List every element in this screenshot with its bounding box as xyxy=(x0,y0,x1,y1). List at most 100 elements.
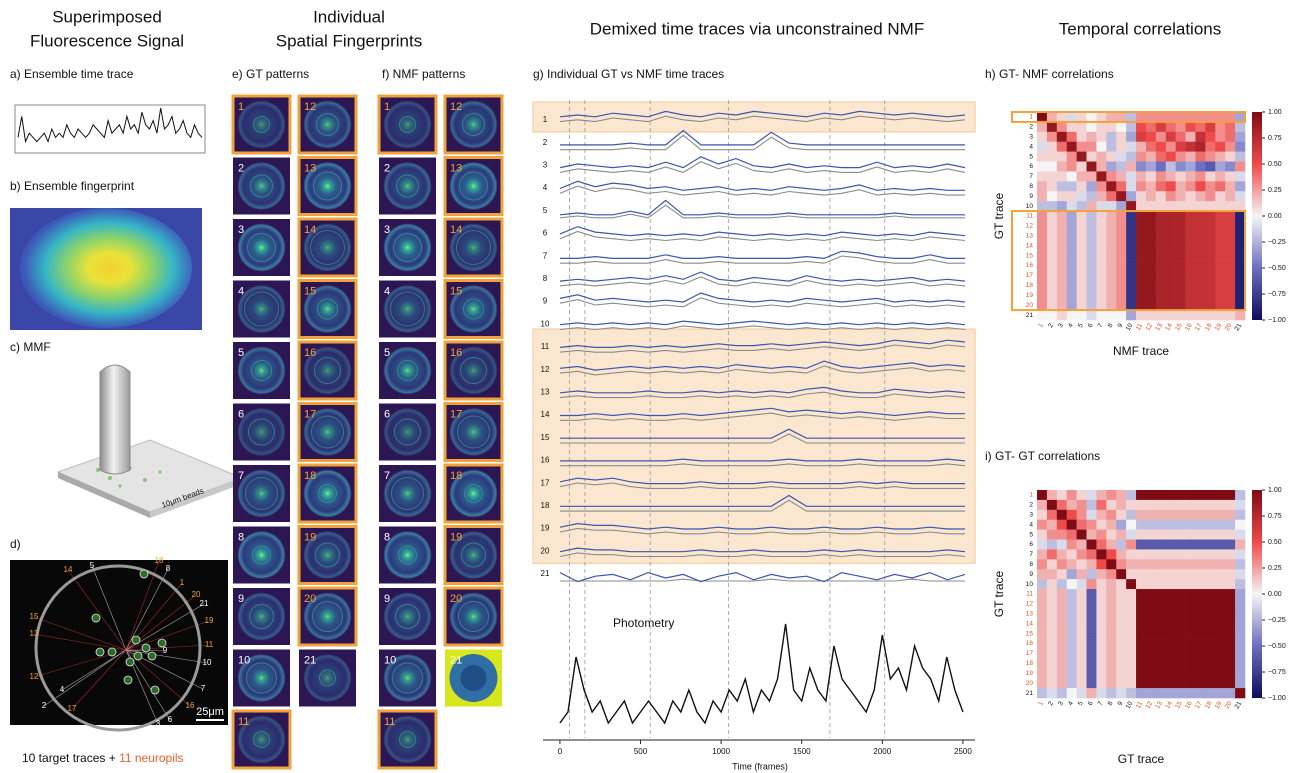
heatmap-cell xyxy=(1225,658,1236,669)
heatmap-cell xyxy=(1046,509,1058,521)
pattern-disc xyxy=(303,469,352,518)
heatmap-cell xyxy=(1116,230,1127,242)
heatmap-cell xyxy=(1185,579,1196,590)
heatmap-cell xyxy=(1096,499,1107,511)
heatmap-cell xyxy=(1096,579,1107,590)
heatmap-cell xyxy=(1046,161,1058,172)
heatmap-cell xyxy=(1145,688,1157,699)
tile-number: 16 xyxy=(450,347,462,359)
pattern-disc xyxy=(237,408,286,456)
heatmap-cell xyxy=(1136,112,1147,123)
heatmap-cell xyxy=(1046,131,1058,143)
trace-label: 11 xyxy=(541,342,550,351)
heatmap-cell xyxy=(1185,230,1196,242)
heatmap-cell xyxy=(1037,608,1048,620)
heatmap-cell xyxy=(1136,201,1147,212)
photometry-trace xyxy=(559,623,964,725)
heatmap-cell xyxy=(1086,628,1097,639)
heatmap-cell xyxy=(1205,121,1216,133)
heatmap-cell xyxy=(1155,151,1167,162)
heatmap-cell xyxy=(1106,589,1117,600)
heatmap-cell xyxy=(1106,638,1117,649)
heatmap-cell xyxy=(1145,181,1157,192)
col-label: 20 xyxy=(1224,322,1234,332)
heatmap-cell xyxy=(1185,628,1196,639)
heatmap-cell xyxy=(1116,161,1127,172)
heatmap-cell xyxy=(1175,638,1186,649)
heatmap-cell xyxy=(1076,688,1087,699)
source-label: 4 xyxy=(60,685,65,694)
heatmap-cell xyxy=(1155,171,1167,182)
heatmap-cell xyxy=(1225,549,1236,560)
heatmap-cell xyxy=(1086,171,1097,182)
heatmap-cell xyxy=(1155,260,1167,271)
caption: 10 target traces + 11 neuropils xyxy=(22,751,184,765)
heatmap-cell xyxy=(1046,598,1058,610)
heatmap-cell xyxy=(1225,230,1236,242)
heatmap-cell xyxy=(1165,260,1176,271)
heatmap-cell xyxy=(1195,589,1206,600)
heatmap-cell xyxy=(1145,290,1157,301)
heatmap-cell xyxy=(1165,280,1176,291)
tile-number: 8 xyxy=(384,531,390,543)
heatmap-cell xyxy=(1076,191,1087,202)
heatmap-cell xyxy=(1136,191,1147,202)
pattern-disc xyxy=(383,469,432,518)
heatmap-cell xyxy=(1096,658,1107,669)
heatmap-cell xyxy=(1195,638,1206,649)
row-label: 17 xyxy=(1026,272,1034,279)
heatmap-cell xyxy=(1155,529,1167,540)
heatmap-cell xyxy=(1145,559,1157,570)
heatmap-cell xyxy=(1076,598,1087,610)
heatmap-cell xyxy=(1126,628,1137,639)
pattern-ring xyxy=(253,116,270,133)
nmf-trace xyxy=(559,156,966,169)
heatmap-cell xyxy=(1126,240,1137,251)
heatmap-cell xyxy=(1175,490,1186,501)
heatmap-cell xyxy=(1046,579,1058,590)
heatmap-cell xyxy=(1046,490,1058,501)
heatmap-cell xyxy=(1155,658,1167,669)
pattern-ring xyxy=(315,542,340,568)
heatmap-cell xyxy=(1076,569,1087,580)
heatmap-cell xyxy=(1175,300,1186,311)
heatmap-cell xyxy=(1145,569,1157,580)
heatmap-cell xyxy=(1145,121,1157,133)
col-label: 16 xyxy=(1184,322,1194,332)
pattern-disc xyxy=(449,469,498,518)
heatmap-cell xyxy=(1056,648,1068,659)
heatmap-cell xyxy=(1155,549,1167,560)
heatmap-cell xyxy=(1165,499,1176,511)
col-label: 11 xyxy=(1135,700,1145,710)
heatmap-cell xyxy=(1096,211,1107,222)
heatmap-cell xyxy=(1165,648,1176,659)
row-label: 8 xyxy=(1029,183,1033,190)
tile-number: 7 xyxy=(238,470,244,482)
pattern-ring xyxy=(311,415,344,449)
heatmap-cell xyxy=(1126,112,1137,123)
heatmap-cell xyxy=(1096,250,1107,261)
heatmap-cell xyxy=(1165,529,1176,540)
heatmap-cell xyxy=(1066,490,1077,501)
row-label: 13 xyxy=(1026,233,1034,240)
heatmap-cell xyxy=(1165,490,1176,501)
col-label: 1 xyxy=(1037,322,1045,329)
gt-trace xyxy=(560,499,965,512)
heatmap-cell xyxy=(1126,668,1137,679)
heatmap-cell xyxy=(1106,310,1117,321)
heatmap-cell xyxy=(1155,201,1167,212)
heatmap-cell xyxy=(1086,579,1097,590)
heatmap-cell xyxy=(1056,151,1068,162)
heatmap-cell xyxy=(1155,628,1167,639)
heatmap-cell xyxy=(1066,250,1077,261)
heatmap-cell xyxy=(1136,688,1147,699)
heatmap-cell xyxy=(1205,638,1216,649)
heatmap-cell xyxy=(1056,678,1068,689)
heatmap-cell xyxy=(1175,270,1186,281)
heatmap-cell xyxy=(1155,220,1167,232)
heatmap-cell xyxy=(1235,270,1246,281)
heatmap-cell xyxy=(1116,270,1127,281)
heatmap-cell xyxy=(1195,220,1206,232)
heatmap-cell xyxy=(1235,220,1246,232)
heatmap-cell xyxy=(1155,191,1167,202)
